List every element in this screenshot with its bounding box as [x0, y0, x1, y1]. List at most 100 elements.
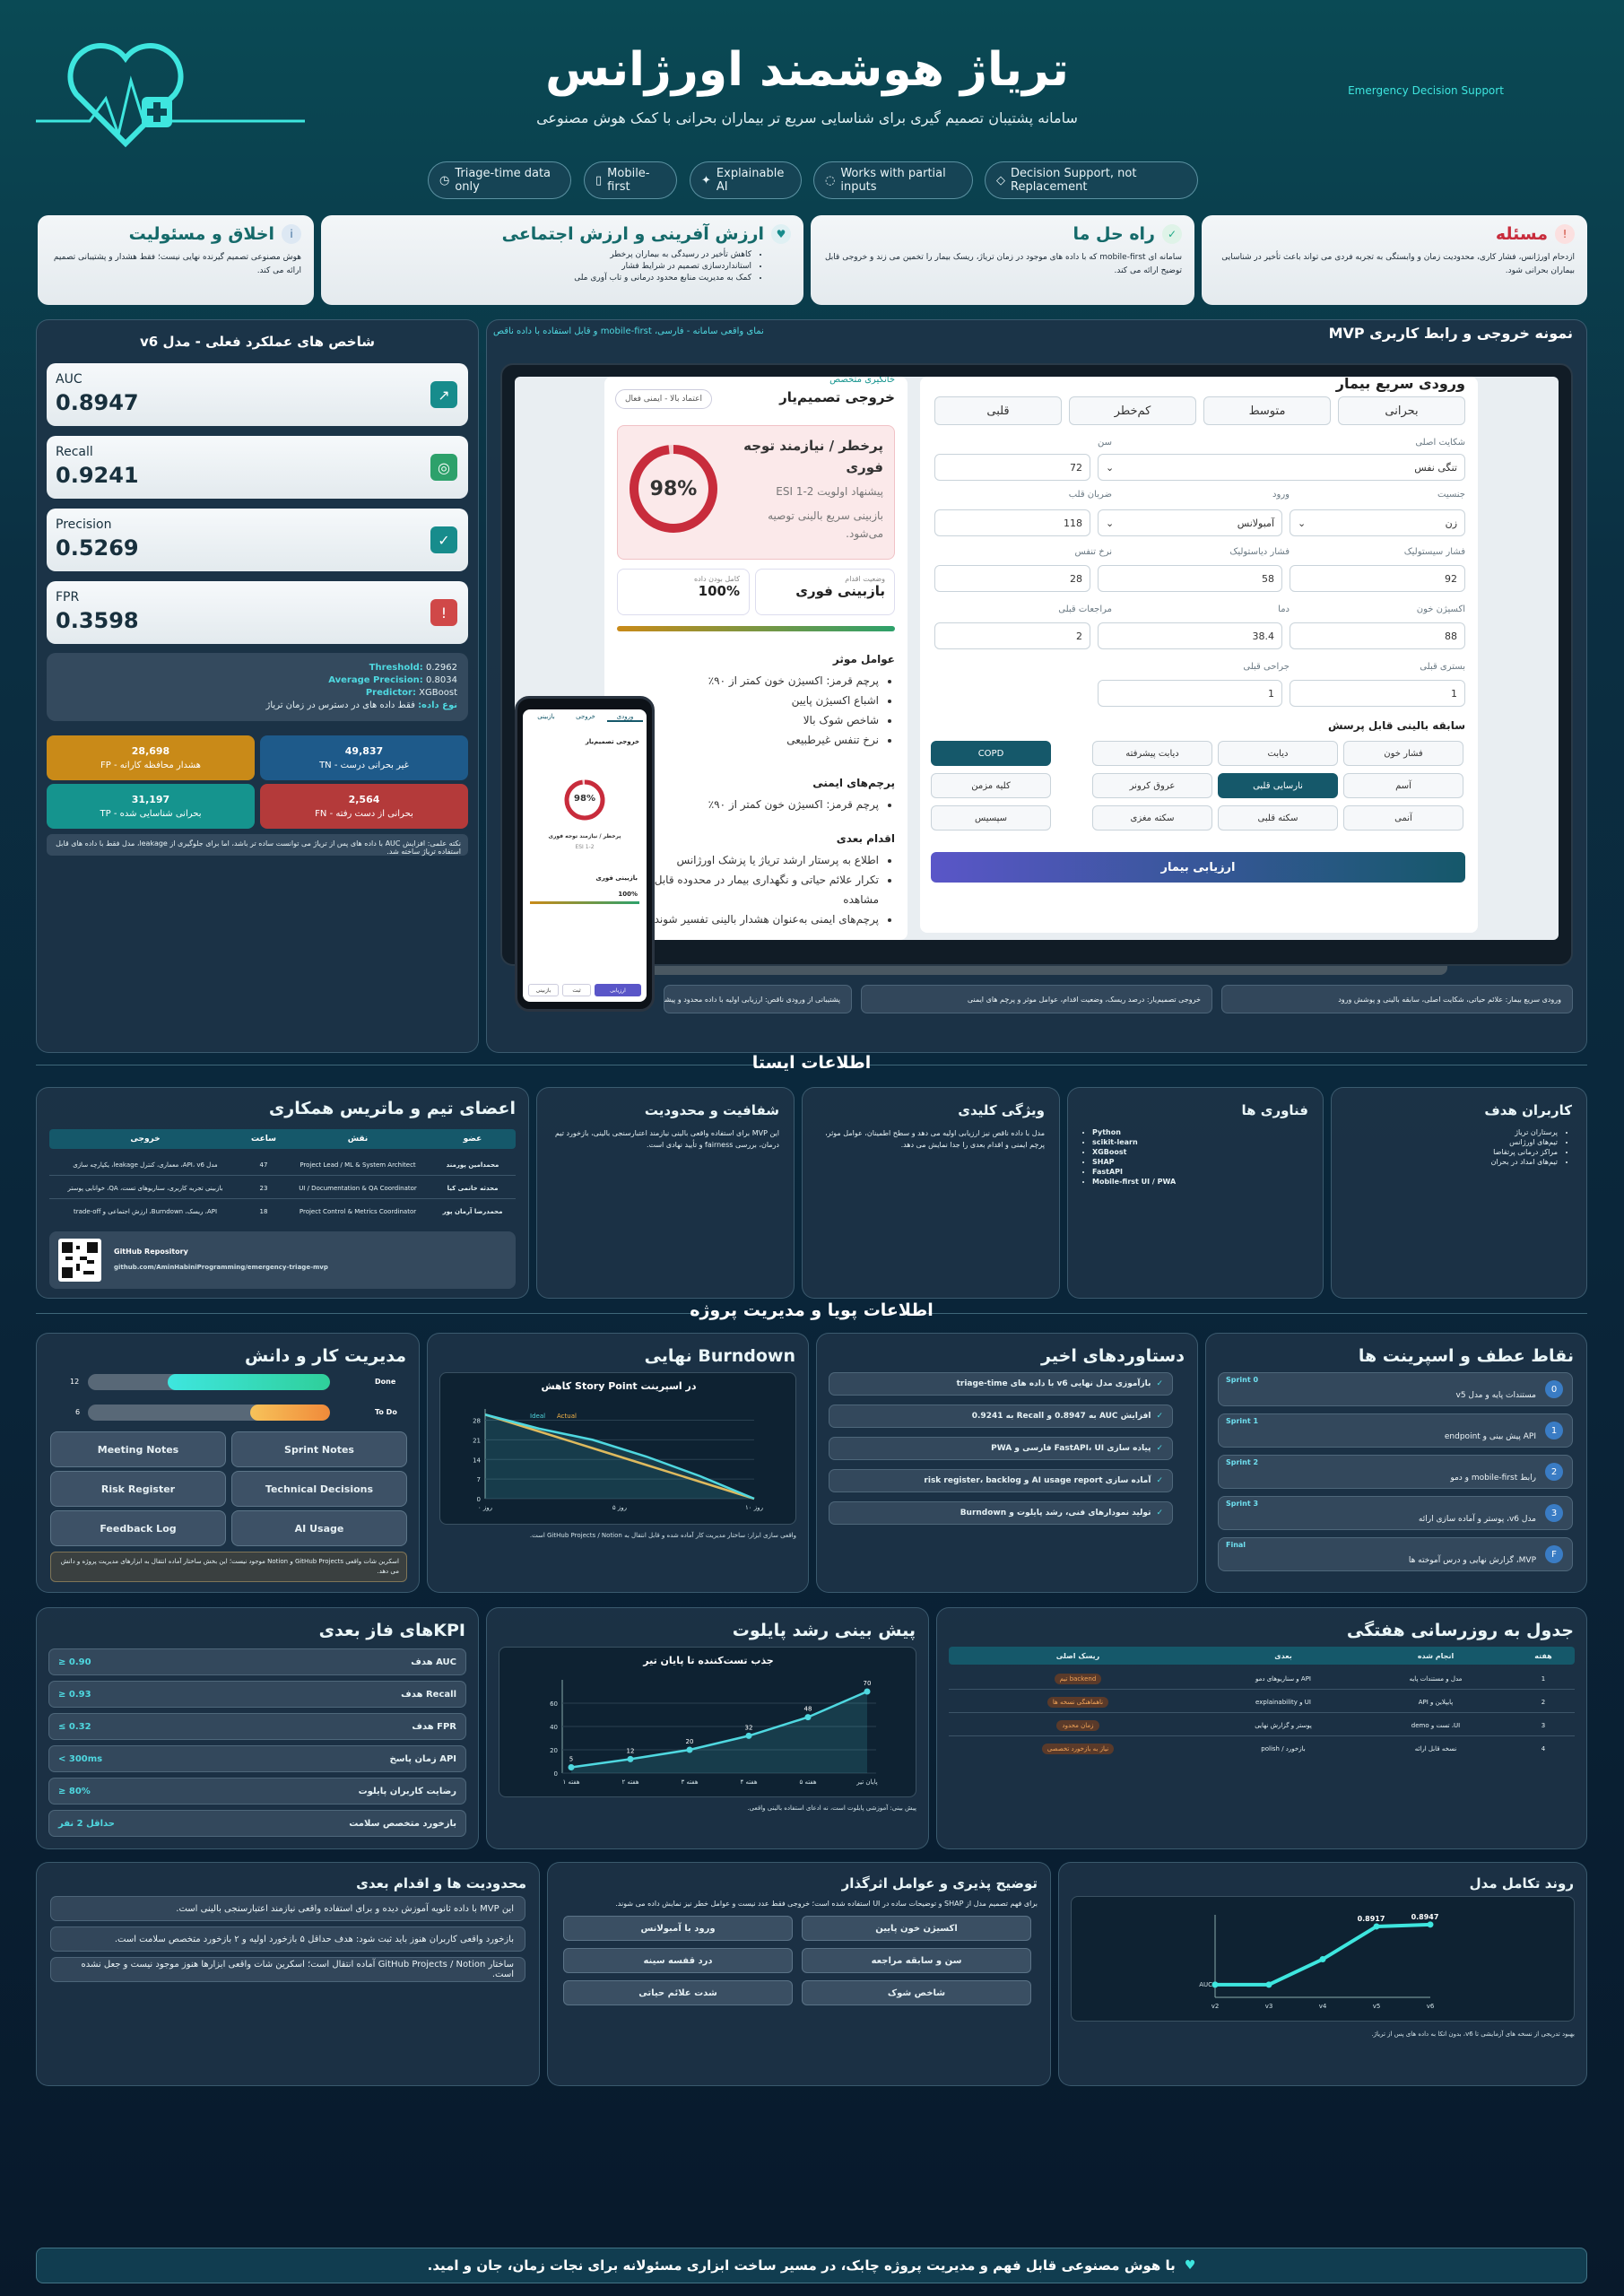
arrival-select[interactable]: آمبولانس ⌄ — [1098, 509, 1282, 536]
dbp-input[interactable]: 58 — [1098, 565, 1282, 592]
sbp-input[interactable]: 92 — [1290, 565, 1465, 592]
factor-shock-index: شاخص شوک — [802, 1980, 1031, 2005]
card-ethics: i اخلاق و مسئولیت هوش مصنوعی تصمیم گیرنده… — [38, 215, 314, 305]
history-coronary[interactable]: عروق کرونر — [1092, 773, 1212, 798]
sprint-item-0[interactable]: Sprint 0 مستندات پایه و مدل v5 0 — [1218, 1372, 1573, 1406]
history-copd[interactable]: COPD — [931, 741, 1051, 766]
x-tick-label: پایان تیر — [855, 1779, 878, 1786]
area-actual — [485, 1414, 754, 1499]
technical-decisions-button[interactable]: Technical Decisions — [231, 1471, 407, 1507]
area-fill — [571, 1692, 867, 1773]
team-row: محمدرضا آرمان پور Project Control & Metri… — [73, 1208, 503, 1215]
section-static-title: اطلاعات ایستا — [751, 1053, 872, 1073]
admissions-input[interactable]: 1 — [1290, 680, 1465, 707]
chevron-down-icon: ⌄ — [1106, 461, 1115, 474]
history-mi[interactable]: سکته قلبی — [1218, 805, 1338, 831]
target-icon: ◎ — [430, 454, 457, 481]
history-stroke[interactable]: سکته مغزی — [1092, 805, 1212, 831]
pill-explainable: ✦ Explainable AI — [690, 161, 802, 199]
data-label: 5 — [569, 1756, 573, 1763]
phone-save-button[interactable]: ثبت — [562, 984, 591, 996]
x-tick-label: v5 — [1373, 2003, 1381, 2010]
phone-evaluate-button[interactable]: ارزیابی — [595, 984, 641, 996]
hr-input[interactable]: 118 — [934, 509, 1090, 536]
visits-input[interactable]: 2 — [934, 622, 1090, 649]
history-sepsis[interactable]: سپسیس — [931, 805, 1051, 831]
history-title: سابقه بالینی قابل پرسش — [1327, 719, 1465, 732]
gender-select[interactable]: زن ⌄ — [1290, 509, 1465, 536]
history-adv-diabetes[interactable]: دیابت پیشرفته — [1092, 741, 1212, 766]
history-kidney[interactable]: کلیه مزمن — [931, 773, 1051, 798]
risk-badge: backend تیم — [1054, 1673, 1102, 1684]
ai-usage-button[interactable]: AI Usage — [231, 1510, 407, 1546]
mvp-caption-input: ورودی سریع بیمار: علائم حیاتی، شکایت اصل… — [1221, 985, 1573, 1013]
series-line-actual — [484, 1413, 755, 1500]
factor-low-oxygen: اکسیژن خون پایین — [802, 1916, 1031, 1941]
history-heart-failure[interactable]: نارسایی قلبی — [1218, 773, 1338, 798]
history-asthma[interactable]: آسم — [1343, 773, 1463, 798]
history-anemia[interactable]: آنمی — [1343, 805, 1463, 831]
pilot-chart: جذب تست‌کننده تا پایان تیر 0 20 40 60 هفته ۱… — [499, 1647, 916, 1797]
age-input[interactable]: 72 — [934, 454, 1090, 481]
risk-percent: 98% — [649, 478, 698, 500]
team-row: محدثه خانمی کیا UI / Documentation & QA C… — [49, 1178, 516, 1199]
data-point — [804, 1714, 812, 1721]
evaluate-button[interactable]: ارزیابی بیمار — [931, 852, 1465, 883]
team-row: محمدامین پورمند Project Lead / ML & Syste… — [49, 1154, 516, 1176]
patient-form: ورودی سریع بیمار قلبی کم‌خطر متوسط بحران… — [920, 377, 1478, 933]
complaint-low[interactable]: کم‌خطر — [1069, 396, 1196, 425]
page-subtitle: سامانه پشتیبان تصمیم گیری برای شناسایی س… — [536, 109, 1078, 126]
pilot-note: پیش بینی: آموزشی پایلوت است، نه ادعای اس… — [747, 1805, 916, 1812]
mvp-title: نمونه خروجی و رابط کاربری MVP — [1328, 325, 1573, 342]
data-completeness: کامل بودن داده 100% — [617, 569, 750, 615]
meeting-notes-button[interactable]: Meeting Notes — [50, 1431, 226, 1467]
weekly-row: 2 پایپلاین و API UI و explainability ناهماه… — [949, 1692, 1575, 1713]
x-tick-label: v4 — [1319, 2003, 1327, 2010]
data-point — [1211, 1981, 1219, 1988]
complaint-medium[interactable]: متوسط — [1203, 396, 1331, 425]
sprint-item-final[interactable]: Final MVP، گزارش نهایی و درس آموخته ها F — [1218, 1537, 1573, 1571]
sprint-item-2[interactable]: Sprint 2 رابط mobile-first و دمو 2 — [1218, 1455, 1573, 1489]
sprint-notes-button[interactable]: Sprint Notes — [231, 1431, 407, 1467]
kpi-satisfaction: ≥ 80% رضایت کاربران پایلوت — [48, 1778, 466, 1805]
rr-input[interactable]: 28 — [934, 565, 1090, 592]
achievement-item: افزایش AUC به 0.8947 و Recall به 0.9241 ✓ — [829, 1405, 1173, 1428]
x-tick-label: روز ۰ — [478, 1504, 492, 1511]
output-panel: خانگیری متخصص خروجی تصمیم‌یار اعتماد بال… — [604, 377, 908, 940]
confusion-fp: 28,698 FP - هشدار محافظه کارانه — [47, 735, 255, 780]
phone-mockup: ورودی خروجی بازبینی خروجی تصمیم‌یار 98% … — [515, 696, 655, 1012]
card-key-feature: ویژگی کلیدی مدل با داده ناقص نیز ارزیابی … — [802, 1087, 1060, 1299]
weekly-row: 4 نسخه قابل ارائه بازخورد / polish نیاز به … — [949, 1738, 1575, 1760]
phone-tab-output[interactable]: خروجی — [576, 713, 595, 720]
x-tick-label: v3 — [1265, 2003, 1273, 2010]
complaint-select[interactable]: تنگی نفس ⌄ — [1098, 454, 1465, 481]
sprint-item-3[interactable]: Sprint 3 مدل v6، پوستر و آماده سازی ارائه… — [1218, 1496, 1573, 1530]
confusion-tn: 49,837 TN - غیر بحرانی درست — [260, 735, 468, 780]
burndown-note: واقعی سازی ابزار: ساختار مدیریت کار آماد… — [529, 1532, 796, 1539]
phone-tab-review[interactable]: بازبینی — [537, 713, 555, 720]
data-label: 0.8917 — [1358, 1915, 1385, 1923]
metrics-title: شاخص های عملکرد فعلی - مدل v6 — [140, 334, 375, 350]
output-title: خروجی تصمیم‌یار — [779, 389, 895, 405]
x-tick-label: هفته ۳ — [681, 1779, 698, 1786]
weekly-row: 3 UI، تست و demo پوستر و گزارش نهایی زمان م… — [949, 1715, 1575, 1736]
completeness-bar — [617, 626, 895, 631]
factor-age-history: سن و سابقه مراجعه — [802, 1948, 1031, 1973]
page-title: ترياژ هوشمند اورژانس — [545, 43, 1069, 97]
spo2-input[interactable]: 88 — [1290, 622, 1465, 649]
risk-register-button[interactable]: Risk Register — [50, 1471, 226, 1507]
complaint-cardiac[interactable]: قلبی — [934, 396, 1062, 425]
phone-tab-input[interactable]: ورودی — [607, 713, 643, 722]
kpi-recall: ≥ 0.93 هدف Recall — [48, 1681, 466, 1708]
temp-input[interactable]: 38.4 — [1098, 622, 1282, 649]
repo-link[interactable]: github.com/AminHabiniProgramming/emergen… — [114, 1264, 328, 1271]
sprint-item-1[interactable]: Sprint 1 API پیش بینی و endpoint 1 — [1218, 1413, 1573, 1448]
x-tick-label: هفته ۵ — [799, 1779, 816, 1786]
phone-review-button[interactable]: بازبینی — [528, 984, 559, 996]
feedback-log-button[interactable]: Feedback Log — [50, 1510, 226, 1546]
surgery-input[interactable]: 1 — [1098, 680, 1282, 707]
complaint-critical[interactable]: بحرانی — [1338, 396, 1465, 425]
repo-box[interactable]: GitHub Repository github.com/AminHabiniP… — [49, 1231, 516, 1289]
history-diabetes[interactable]: دیابت — [1218, 741, 1338, 766]
history-bp[interactable]: فشار خون — [1343, 741, 1463, 766]
